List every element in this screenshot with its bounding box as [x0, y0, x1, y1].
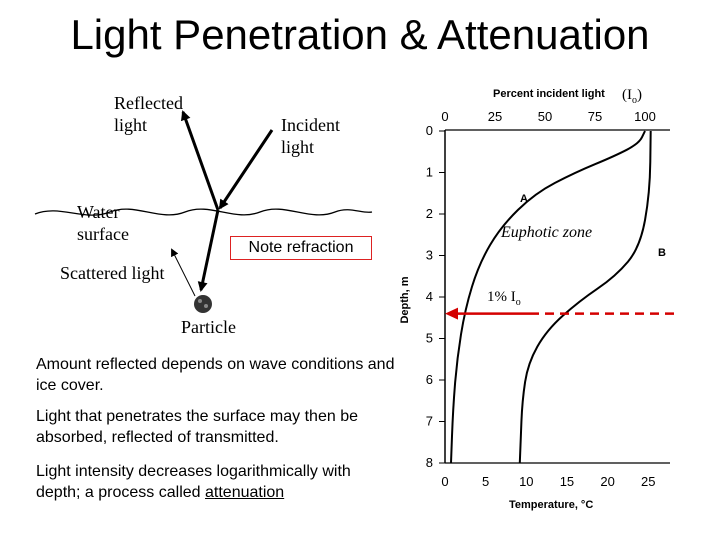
- y-tick-label: 1: [426, 165, 433, 180]
- incident-ray: [218, 129, 274, 210]
- y-tick-label: 5: [426, 331, 433, 346]
- series-label-b: B: [658, 247, 666, 259]
- particle-dot: [194, 295, 212, 313]
- paragraph-attenuation: Light intensity decreases logarithmicall…: [36, 463, 351, 501]
- y-tick-label: 0: [426, 123, 433, 138]
- y-tick-label: 7: [426, 414, 433, 429]
- scattered-ray: [171, 248, 196, 297]
- top-tick-label: 75: [588, 109, 602, 124]
- note-refraction-callout: Note refraction: [230, 236, 372, 260]
- bottom-tick-label: 15: [560, 474, 574, 489]
- series-curve-b: [518, 130, 652, 464]
- bottom-tick-label: 10: [519, 474, 533, 489]
- top-tick-label: 50: [538, 109, 552, 124]
- top-axis-label-io: (Io): [622, 87, 642, 106]
- paragraph-reflection: Amount reflected depends on wave conditi…: [36, 356, 395, 394]
- refracted-ray: [197, 209, 220, 292]
- y-axis-label: Depth, m: [399, 276, 411, 323]
- y-tick-label: 4: [426, 289, 433, 304]
- y-tick-label: 3: [426, 248, 433, 263]
- y-tick-label: 6: [426, 372, 433, 387]
- incident-light-label: Incident light: [281, 115, 340, 157]
- y-tick-label: 8: [426, 455, 433, 470]
- bottom-tick-label: 25: [641, 474, 655, 489]
- reflected-ray: [180, 110, 220, 211]
- reflected-light-label: Reflected light: [114, 93, 183, 135]
- paragraph-penetration: Light that penetrates the surface may th…: [36, 408, 358, 446]
- top-tick-label: 100: [634, 109, 656, 124]
- attenuation-term: attenuation: [205, 484, 285, 501]
- bottom-tick-label: 5: [482, 474, 489, 489]
- one-percent-label: 1% Io: [487, 289, 521, 308]
- bottom-tick-label: 0: [441, 474, 448, 489]
- one-percent-arrow-head: [445, 307, 458, 320]
- slide-title: Light Penetration & Attenuation: [70, 11, 650, 58]
- series-label-a: A: [520, 193, 528, 205]
- series-curve-a: [450, 130, 646, 464]
- euphotic-zone-label: Euphotic zone: [500, 224, 592, 241]
- top-axis-label: Percent incident light: [493, 88, 605, 100]
- scattered-light-label: Scattered light: [60, 263, 165, 283]
- top-tick-label: 0: [441, 109, 448, 124]
- particle-label: Particle: [181, 317, 236, 337]
- y-tick-label: 2: [426, 206, 433, 221]
- top-tick-label: 25: [488, 109, 502, 124]
- water-surface-label: Water surface: [77, 202, 129, 244]
- water-surface-wave: [34, 208, 373, 216]
- bottom-tick-label: 20: [600, 474, 614, 489]
- bottom-axis-label: Temperature, °C: [509, 499, 593, 511]
